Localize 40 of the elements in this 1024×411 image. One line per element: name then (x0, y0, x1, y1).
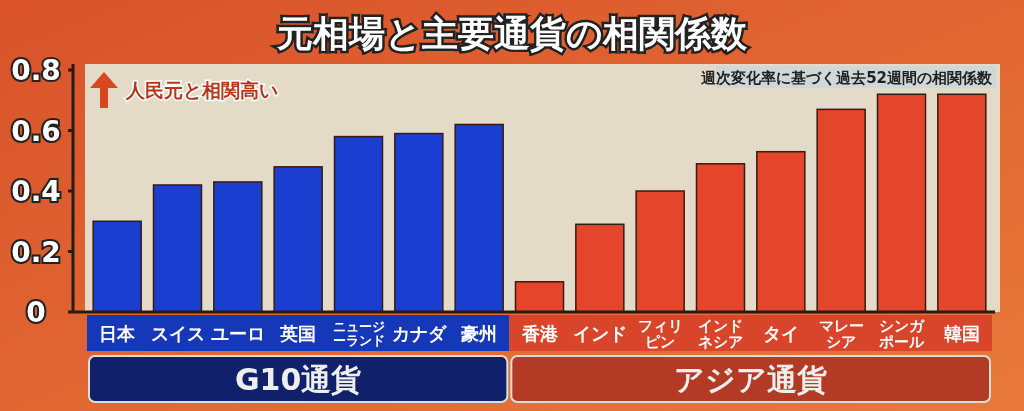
bar (937, 93, 987, 313)
y-tick-label: 0.4 (11, 175, 61, 209)
x-tick-label: インド (572, 323, 627, 344)
y-tick-label: 0.8 (11, 54, 61, 88)
x-tick-label: ユーロ (210, 323, 265, 344)
bar (273, 166, 323, 313)
bar (514, 281, 565, 313)
y-tick-label: 0.2 (11, 235, 61, 269)
bar (213, 181, 263, 313)
x-tick-label: 豪州 (460, 323, 498, 344)
x-tick-label: シンガポール (878, 317, 925, 351)
x-tick-label: 英国 (279, 323, 317, 344)
x-tick-label: スイス (150, 323, 205, 344)
bar (454, 123, 504, 313)
bar (394, 132, 444, 313)
bar (756, 150, 806, 313)
bar (92, 220, 142, 313)
x-tick-label: マレーシア (818, 317, 864, 351)
bar (816, 108, 866, 313)
bar (152, 184, 203, 313)
chart-title: 元相場と主要通貨の相関係数 (276, 13, 748, 54)
x-tick-label: カナダ (391, 323, 447, 344)
series-label: アジア通貨 (674, 362, 828, 397)
x-tick-label: フィリピン (637, 317, 683, 351)
x-tick-label: ニュージーランド (332, 319, 385, 349)
bar (333, 135, 384, 313)
bar (635, 190, 685, 313)
annotation: 人民元と相関高い (125, 79, 278, 101)
bar (695, 163, 746, 313)
x-tick-label: 韓国 (943, 323, 980, 344)
y-tick-label: 0.6 (11, 114, 61, 148)
bar (876, 93, 927, 313)
x-tick-label: 日本 (99, 323, 137, 344)
x-tick-label: インドネシア (698, 317, 743, 351)
x-tick-label: タイ (762, 323, 799, 344)
annotation: 週次変化率に基づく過去52週間の相関係数 (700, 69, 993, 87)
x-tick-label: 香港 (520, 323, 559, 344)
bar (575, 223, 625, 313)
series-label: G10通貨 (234, 362, 362, 397)
y-tick-label: 0 (26, 296, 46, 329)
